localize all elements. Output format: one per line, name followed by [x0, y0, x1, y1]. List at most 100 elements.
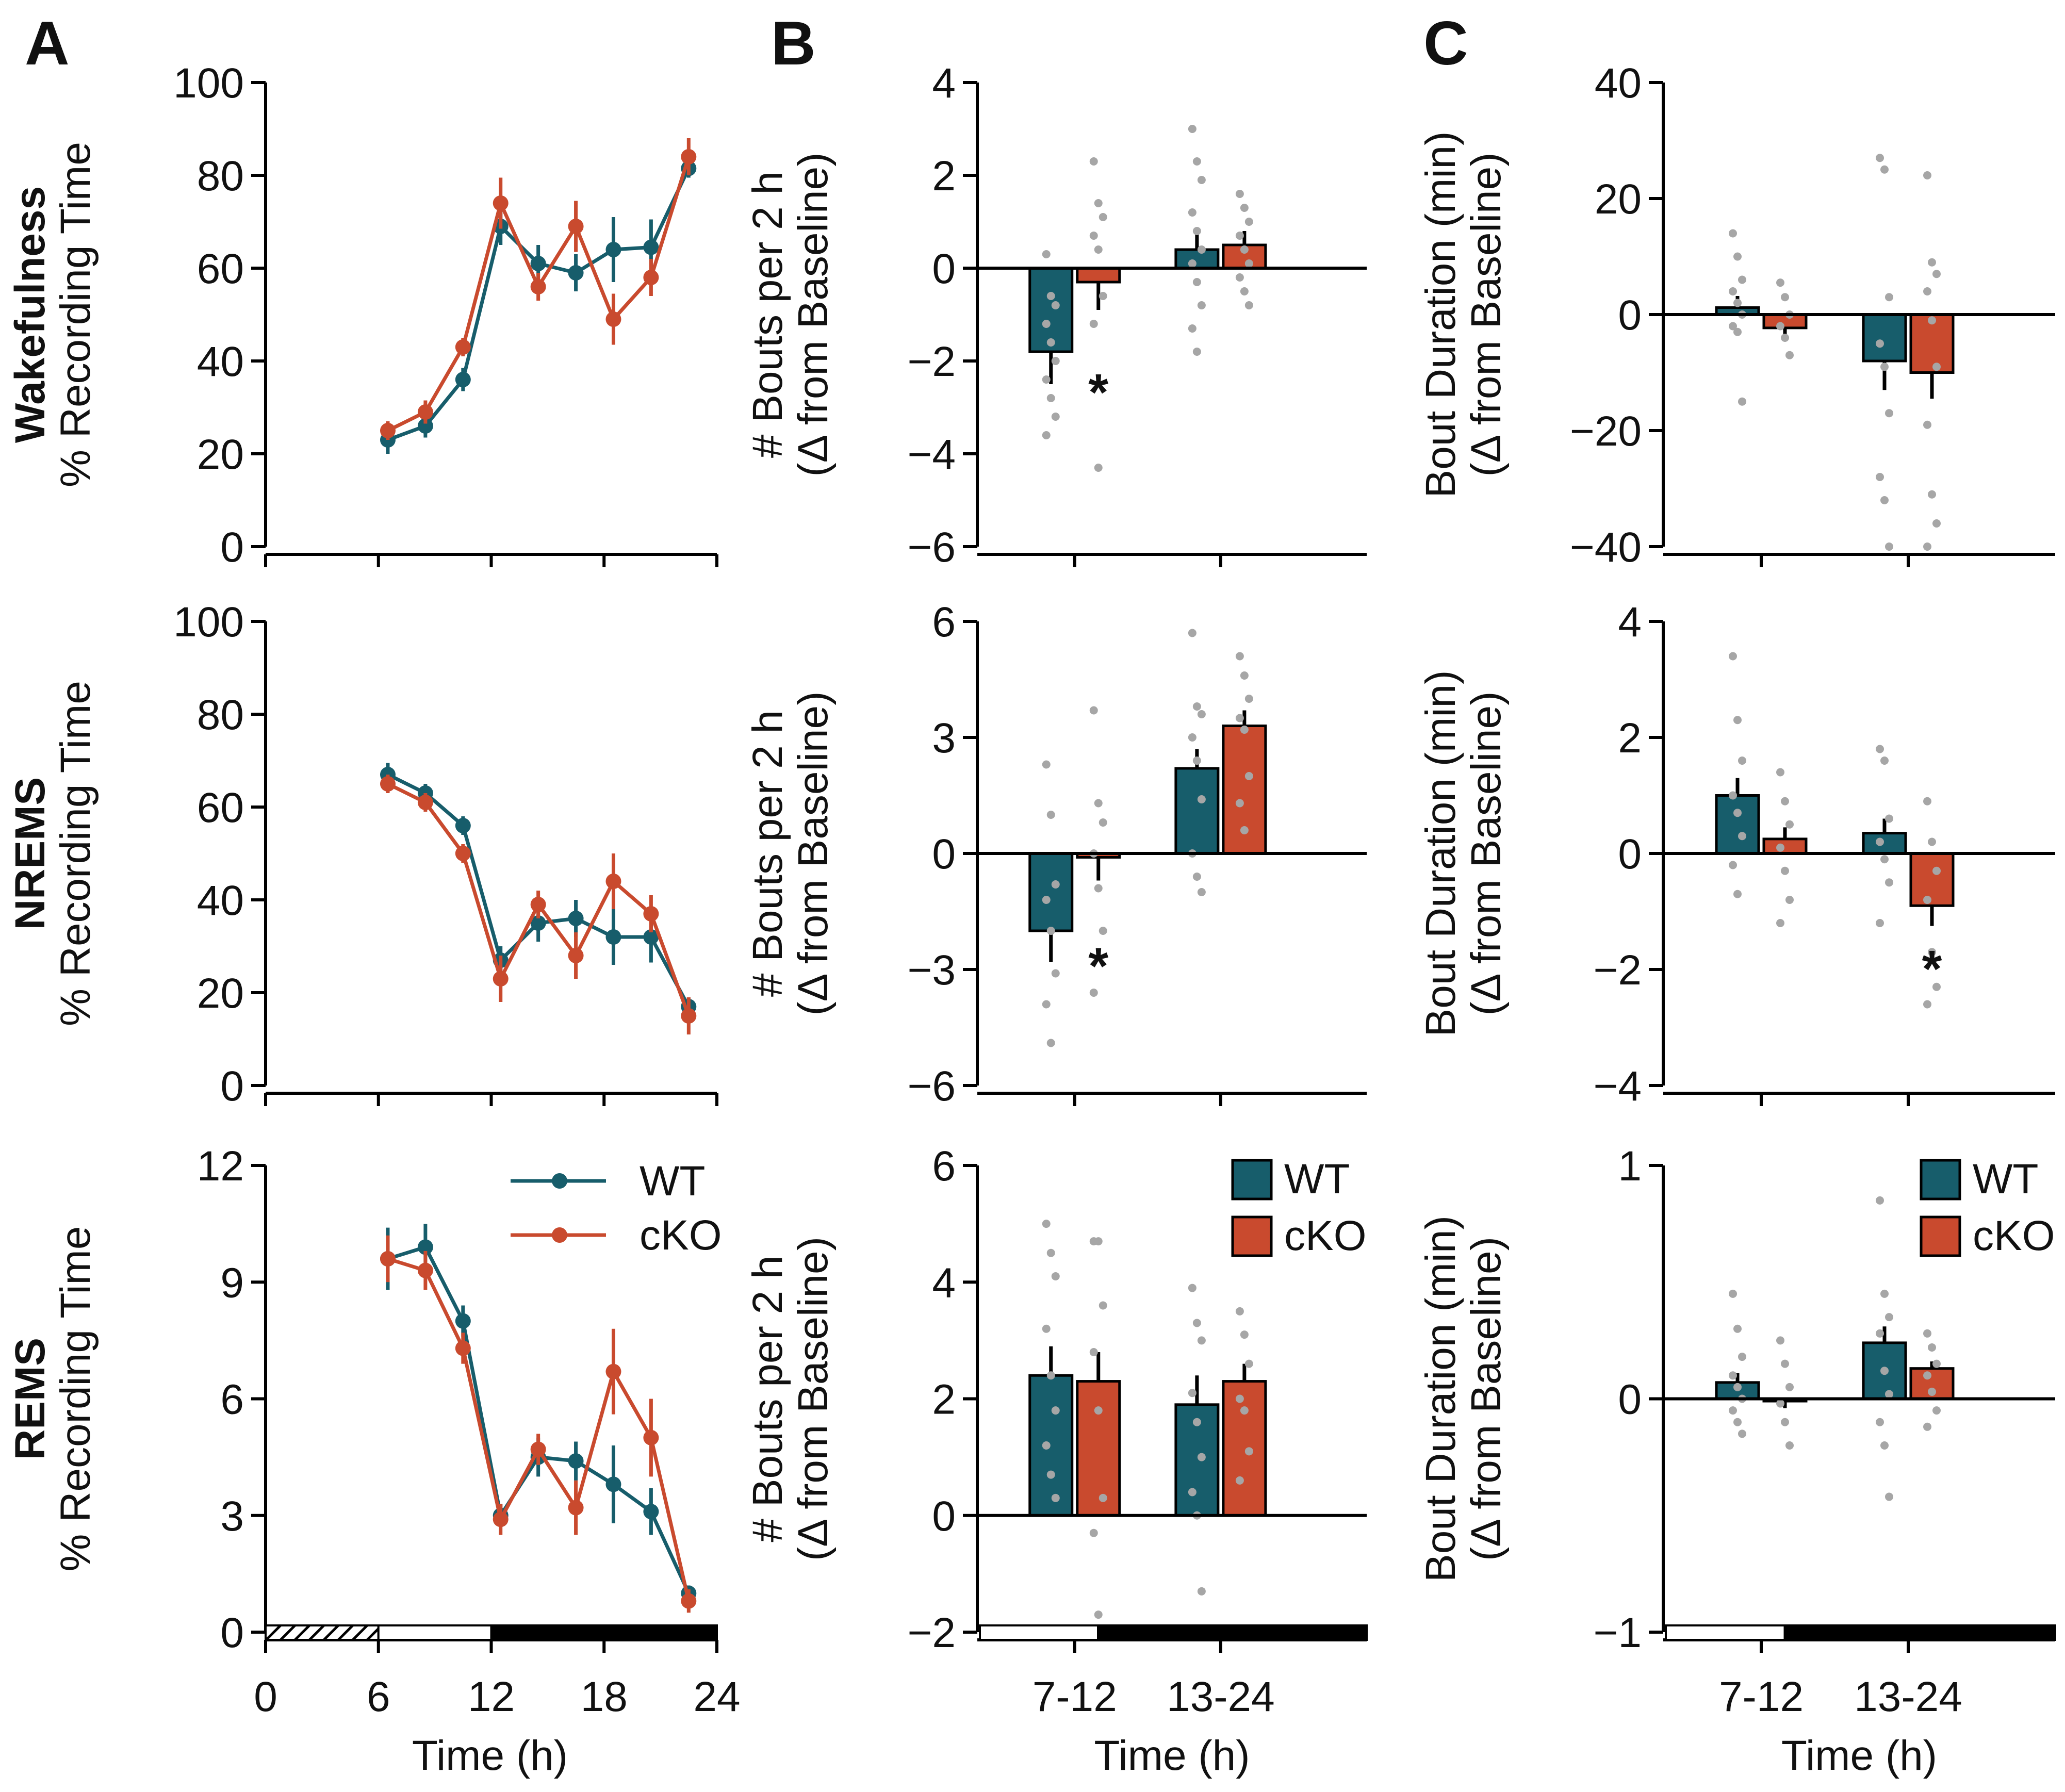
A3-x-label: Time (h) — [412, 1732, 568, 1779]
A2-y-tick-label: 40 — [197, 877, 244, 924]
B1-dot-cKO — [1244, 259, 1253, 268]
A3-point-WT — [417, 1239, 433, 1255]
C3-dot-WT — [1880, 1367, 1889, 1375]
C3-dot-WT — [1885, 1390, 1893, 1399]
A2-point-WT — [605, 929, 621, 945]
B2-dot-cKO — [1099, 818, 1107, 827]
C3-x-tick-label: 13-24 — [1854, 1673, 1962, 1720]
B3-dot-WT — [1042, 1441, 1051, 1450]
C3-dot-WT — [1738, 1353, 1746, 1361]
C1-dot-WT — [1876, 154, 1884, 162]
panel-C1: −40 −20 0 20 40 Bout Duration (min)(Δ from Ba… — [1417, 60, 2055, 571]
B3-dot-WT — [1188, 1488, 1197, 1497]
B3-y-tick-label: 4 — [932, 1259, 956, 1306]
B2-dot-cKO — [1089, 706, 1098, 715]
C3-dot-WT — [1729, 1371, 1737, 1380]
B3-dot-cKO — [1099, 1493, 1107, 1502]
A1-point-cKO — [681, 149, 697, 165]
C3-dot-WT — [1876, 1329, 1884, 1338]
legend-label-wt: WT — [1973, 1156, 2038, 1203]
C1-dot-cKO — [1776, 278, 1784, 287]
A3-line-WT — [387, 1245, 691, 1594]
C1-dot-WT — [1729, 322, 1737, 331]
B3-dot-cKO — [1244, 1447, 1253, 1456]
C2-dot-WT — [1876, 745, 1884, 753]
A3-point-WT — [605, 1476, 621, 1492]
A2-point-cKO — [681, 1008, 697, 1024]
C1-dot-WT — [1729, 287, 1737, 295]
A3-y-tick-label: 12 — [197, 1143, 244, 1190]
C3-y-tick-label: 0 — [1618, 1376, 1642, 1423]
A2-point-cKO — [643, 906, 659, 922]
B2-y-tick-label: 3 — [932, 715, 956, 762]
A1-point-cKO — [530, 279, 546, 294]
C2-dot-WT — [1885, 814, 1893, 823]
B3-x-tick-label: 7-12 — [1032, 1673, 1117, 1720]
A1-point-WT — [455, 372, 471, 387]
B3-dot-cKO — [1094, 1406, 1103, 1415]
A3-point-cKO — [455, 1340, 471, 1356]
B3-y-tick-label: 6 — [932, 1143, 956, 1190]
C3-y-label-1: (Δ from Baseline) — [1463, 1237, 1510, 1561]
B2-y-tick-label: 0 — [932, 831, 956, 878]
B2-dot-WT — [1051, 969, 1060, 978]
legend-marker-wt — [552, 1173, 567, 1189]
B2-dot-cKO — [1244, 772, 1253, 780]
B1-dot-WT — [1042, 320, 1051, 328]
A1-point-WT — [417, 418, 433, 434]
C1-dot-cKO — [1923, 287, 1931, 295]
A3-point-cKO — [568, 1500, 584, 1516]
B3-dot-cKO — [1240, 1406, 1249, 1415]
A2-point-cKO — [605, 874, 621, 889]
A3-x-tick-label: 24 — [693, 1673, 740, 1720]
A2-point-cKO — [455, 846, 471, 861]
B1-dot-WT — [1192, 278, 1201, 286]
B2-dot-WT — [1192, 873, 1201, 881]
C2-y-tick-label: −2 — [1594, 947, 1642, 994]
B1-dot-cKO — [1235, 190, 1244, 198]
C2-dot-cKO — [1928, 948, 1936, 957]
A3-point-cKO — [493, 1511, 509, 1527]
B2-dot-WT — [1188, 733, 1197, 742]
C3-dot-WT — [1729, 1406, 1737, 1415]
A1-point-cKO — [568, 219, 584, 234]
legend-swatch-cko — [1231, 1215, 1273, 1257]
B2-dot-cKO — [1094, 799, 1103, 808]
legend-label-cko: cKO — [1284, 1212, 1366, 1259]
C3-dot-WT — [1885, 1313, 1893, 1322]
A3-y-label-0: REMS — [7, 1338, 54, 1460]
C2-dot-WT — [1880, 855, 1889, 864]
A2-y-tick-label: 60 — [197, 784, 244, 831]
B3-dot-cKO — [1094, 1237, 1103, 1246]
B3-bar-cKO-13-24 — [1222, 1380, 1267, 1517]
C2-dot-WT — [1876, 919, 1884, 927]
C2-bar-WT-7-12 — [1715, 794, 1760, 855]
A2-y-label-1: % Recording Time — [52, 681, 99, 1026]
legend-A3: WT cKO — [511, 1158, 722, 1259]
B1-y-label-0: # Bouts per 2 h — [744, 171, 791, 458]
C1-dot-WT — [1738, 275, 1746, 284]
A2-point-cKO — [417, 795, 433, 810]
B1-dot-WT — [1051, 301, 1060, 309]
C2-bar-cKO-13-24 — [1909, 852, 1955, 907]
B1-dot-WT — [1197, 245, 1206, 254]
C1-dot-WT — [1876, 473, 1884, 481]
C3-dot-cKO — [1923, 1422, 1931, 1431]
C2-y-label-1: (Δ from Baseline) — [1463, 692, 1510, 1016]
C1-y-tick-label: 20 — [1595, 176, 1642, 223]
C1-dot-cKO — [1923, 420, 1931, 429]
B1-dot-cKO — [1244, 218, 1253, 226]
B2-dot-cKO — [1240, 826, 1249, 834]
C1-y-tick-label: −40 — [1570, 524, 1642, 571]
panel-B1: −6 −4 −2 0 2 4 # Bouts per 2 h(Δ from Baseline… — [744, 60, 1367, 571]
B3-dot-WT — [1051, 1406, 1060, 1415]
panel-letter-B: B — [771, 9, 816, 78]
C3-dot-cKO — [1776, 1336, 1784, 1345]
C1-dot-cKO — [1932, 519, 1941, 528]
A2-point-cKO — [493, 971, 509, 987]
C2-dot-cKO — [1785, 896, 1794, 904]
panel-B2: −6 −3 0 3 6 # Bouts per 2 h(Δ from Baseline) * — [744, 599, 1367, 1110]
B2-y-tick-label: 6 — [932, 599, 956, 646]
B3-dot-cKO — [1240, 1330, 1249, 1339]
B2-y-label-0: # Bouts per 2 h — [744, 710, 791, 997]
